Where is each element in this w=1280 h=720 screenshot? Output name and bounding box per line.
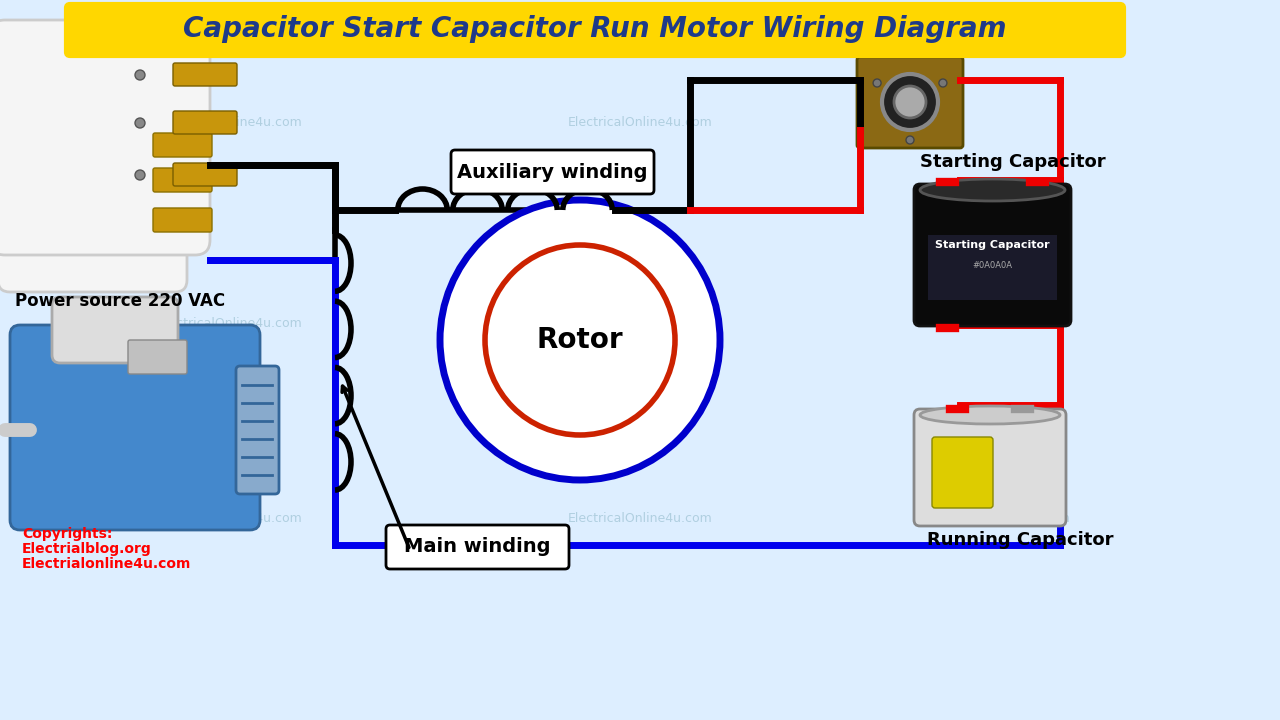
Ellipse shape: [920, 179, 1065, 201]
Text: Running Capacitor: Running Capacitor: [927, 531, 1114, 549]
FancyBboxPatch shape: [932, 437, 993, 508]
FancyBboxPatch shape: [387, 525, 570, 569]
Text: Auxiliary winding: Auxiliary winding: [457, 163, 648, 181]
FancyBboxPatch shape: [154, 208, 212, 232]
Text: ElectricalOnline4u.com: ElectricalOnline4u.com: [925, 318, 1071, 330]
FancyBboxPatch shape: [52, 297, 178, 363]
FancyBboxPatch shape: [236, 366, 279, 494]
Circle shape: [134, 170, 145, 180]
FancyBboxPatch shape: [154, 168, 212, 192]
Text: Rotor: Rotor: [536, 326, 623, 354]
Circle shape: [906, 136, 914, 144]
FancyBboxPatch shape: [173, 63, 237, 86]
FancyBboxPatch shape: [173, 163, 237, 186]
Text: Copyrights:: Copyrights:: [22, 527, 113, 541]
FancyBboxPatch shape: [858, 57, 963, 148]
FancyBboxPatch shape: [451, 150, 654, 194]
Circle shape: [893, 86, 925, 118]
Text: Capacitor Start Capacitor Run Motor Wiring Diagram: Capacitor Start Capacitor Run Motor Wiri…: [183, 15, 1007, 43]
FancyBboxPatch shape: [914, 409, 1066, 526]
Text: Starting Capacitor: Starting Capacitor: [936, 240, 1050, 250]
Circle shape: [882, 74, 938, 130]
FancyBboxPatch shape: [914, 184, 1071, 326]
Circle shape: [440, 200, 719, 480]
FancyBboxPatch shape: [10, 325, 260, 530]
Ellipse shape: [920, 406, 1060, 424]
Text: Power source 220 VAC: Power source 220 VAC: [15, 292, 225, 310]
Circle shape: [873, 79, 881, 87]
Text: ElectricalOnline4u.com: ElectricalOnline4u.com: [157, 512, 303, 525]
Text: #0A0A0A: #0A0A0A: [973, 261, 1012, 269]
FancyBboxPatch shape: [67, 4, 1124, 56]
Text: ElectricalOnline4u.com: ElectricalOnline4u.com: [567, 318, 713, 330]
Text: ElectricalOnline4u.com: ElectricalOnline4u.com: [157, 116, 303, 129]
FancyBboxPatch shape: [0, 83, 187, 292]
Circle shape: [940, 79, 947, 87]
FancyBboxPatch shape: [928, 235, 1057, 300]
Circle shape: [134, 70, 145, 80]
FancyBboxPatch shape: [154, 133, 212, 157]
Text: Electrialblog.org: Electrialblog.org: [22, 542, 152, 556]
Circle shape: [134, 118, 145, 128]
FancyBboxPatch shape: [128, 340, 187, 374]
Text: Main winding: Main winding: [404, 538, 550, 557]
FancyBboxPatch shape: [173, 111, 237, 134]
Text: Starting Capacitor: Starting Capacitor: [920, 153, 1106, 171]
Text: ElectricalOnline4u.com: ElectricalOnline4u.com: [567, 512, 713, 525]
FancyBboxPatch shape: [0, 20, 210, 255]
Text: ElectricalOnline4u.com: ElectricalOnline4u.com: [157, 318, 303, 330]
Text: ElectricalOnline4u.com: ElectricalOnline4u.com: [925, 512, 1071, 525]
Text: ElectricalOnline4u.com: ElectricalOnline4u.com: [567, 116, 713, 129]
Text: Electrialonline4u.com: Electrialonline4u.com: [22, 557, 192, 571]
